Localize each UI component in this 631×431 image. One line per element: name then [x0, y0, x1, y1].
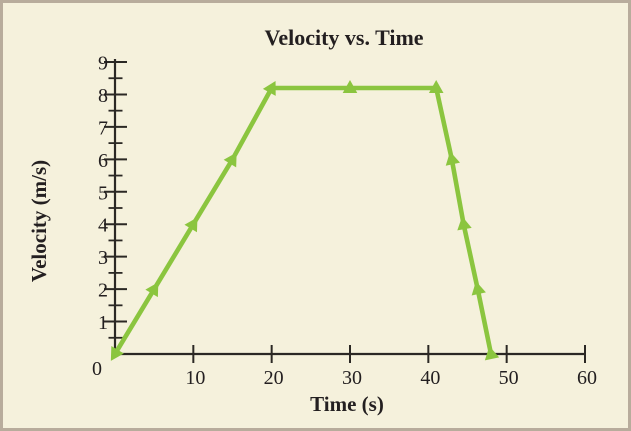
plot-area: 1 2 3 4 5 6 7 8 9 10 20 30 40 50 60 0	[92, 53, 597, 390]
x-tick-label: 10	[185, 367, 205, 389]
x-tick-label: 40	[420, 367, 440, 389]
y-tick-label: 6	[98, 150, 108, 172]
data-point-marker	[110, 345, 124, 361]
y-tick-label: 4	[98, 215, 108, 237]
x-tick-label: 60	[577, 367, 597, 389]
data-point-marker	[223, 152, 237, 168]
data-point-marker	[145, 282, 159, 298]
x-axis-title: Time (s)	[310, 392, 384, 416]
chart-title: Velocity vs. Time	[264, 25, 424, 50]
data-point-marker	[184, 217, 198, 233]
data-point-marker	[262, 80, 276, 96]
data-point-marker	[445, 151, 461, 166]
y-tick-label: 2	[98, 280, 108, 302]
y-tick-label: 3	[98, 247, 108, 269]
x-tick-label: 50	[499, 367, 519, 389]
data-point-marker	[484, 346, 500, 361]
data-point-marker	[428, 80, 444, 93]
origin-label: 0	[92, 358, 102, 380]
y-tick-label: 1	[98, 312, 108, 334]
y-tick-label: 7	[98, 117, 108, 139]
y-tick-label: 5	[98, 182, 108, 204]
velocity-line	[112, 85, 494, 357]
data-point-marker	[471, 281, 486, 296]
data-point-marker	[457, 216, 472, 231]
y-tick-label: 9	[98, 53, 108, 75]
y-tick-label: 8	[98, 85, 108, 107]
x-tick-label: 30	[342, 367, 362, 389]
x-tick-label: 20	[264, 367, 284, 389]
data-point-marker	[342, 80, 358, 93]
y-axis-title: Velocity (m/s)	[27, 159, 51, 283]
